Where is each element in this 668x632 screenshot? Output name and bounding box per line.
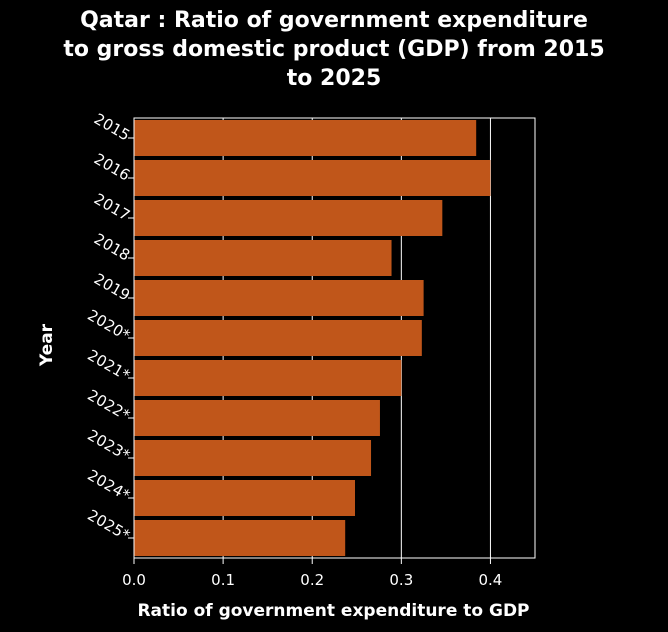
x-tick-label: 0.2 <box>300 571 324 589</box>
y-tick-label: 2024* <box>84 466 133 505</box>
bar-2019 <box>134 280 424 316</box>
bar-layer <box>134 120 491 556</box>
y-tick-label: 2020* <box>84 306 133 345</box>
y-tick-label: 2018 <box>91 230 133 265</box>
chart-title-line-2: to gross domestic product (GDP) from 201… <box>63 37 605 62</box>
bar-2021-projected <box>134 360 402 396</box>
bar-2024-projected <box>134 480 355 516</box>
x-tick-label: 0.1 <box>211 571 235 589</box>
x-tick-label: 0.4 <box>479 571 503 589</box>
bar-2018 <box>134 240 392 276</box>
chart-title: Qatar : Ratio of government expenditure … <box>0 6 668 93</box>
bar-2023-projected <box>134 440 372 476</box>
y-tick-label: 2015 <box>91 110 133 145</box>
bar-2015 <box>134 120 477 156</box>
bar-2016 <box>134 160 491 196</box>
chart-title-line-1: Qatar : Ratio of government expenditure <box>80 8 588 33</box>
y-tick-label: 2022* <box>84 386 133 425</box>
bar-2017 <box>134 200 443 236</box>
x-axis-label: Ratio of government expenditure to GDP <box>137 601 529 621</box>
x-tick-label: 0.0 <box>122 571 146 589</box>
y-tick-label: 2023* <box>84 426 133 465</box>
y-tick-label: 2017 <box>91 190 133 225</box>
y-tick-label: 2016 <box>91 150 133 185</box>
y-tick-label: 2019 <box>91 270 133 305</box>
y-axis-label: Year <box>37 323 57 367</box>
bar-2022-projected <box>134 400 380 436</box>
bar-2025-projected <box>134 520 346 556</box>
chart-title-line-3: to 2025 <box>286 66 382 91</box>
y-tick-label: 2025* <box>84 506 133 545</box>
y-tick-label: 2021* <box>84 346 133 385</box>
x-tick-label: 0.3 <box>389 571 413 589</box>
bar-2020-projected <box>134 320 422 356</box>
